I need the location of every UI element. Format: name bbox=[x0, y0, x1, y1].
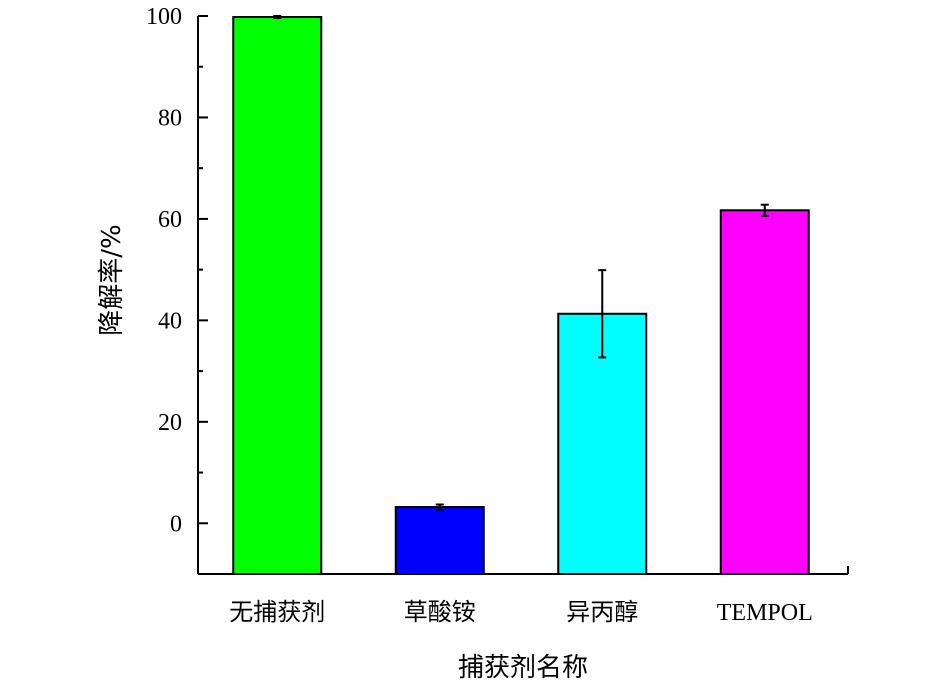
y-tick-label: 0 bbox=[170, 511, 182, 537]
y-tick-label: 60 bbox=[158, 207, 182, 233]
bar bbox=[394, 506, 485, 576]
error-bars-group bbox=[273, 15, 769, 511]
error-bar bbox=[273, 15, 282, 20]
y-ticks-group: 0 20 40 60 80 100 bbox=[146, 4, 208, 537]
x-tick-label: TEMPOL bbox=[717, 600, 813, 626]
y-axis-title: 降解率/% bbox=[97, 224, 127, 335]
x-tick-label: 草酸铵 bbox=[404, 598, 476, 626]
bars-group bbox=[232, 16, 810, 576]
x-tick-label: 无捕获剂 bbox=[229, 598, 325, 626]
error-bar bbox=[435, 503, 444, 511]
x-labels-group: 无捕获剂 草酸铵 异丙醇 TEMPOL bbox=[229, 598, 813, 626]
y-tick-label: 80 bbox=[158, 105, 182, 131]
axes-group bbox=[197, 16, 849, 575]
error-bar bbox=[760, 203, 769, 217]
x-axis-title: 捕获剂名称 bbox=[458, 653, 588, 683]
y-tick-label: 40 bbox=[158, 308, 182, 334]
y-tick-label: 20 bbox=[158, 410, 182, 436]
bar bbox=[719, 209, 810, 575]
error-bar bbox=[598, 269, 607, 359]
x-tick-label: 异丙醇 bbox=[566, 598, 638, 626]
y-tick-label: 100 bbox=[146, 4, 182, 30]
bar bbox=[232, 16, 323, 576]
